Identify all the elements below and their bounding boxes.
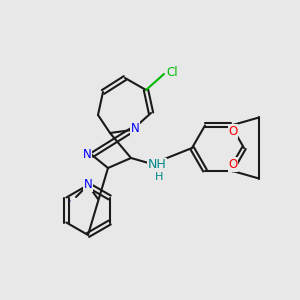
Text: O: O	[228, 125, 238, 138]
Text: N: N	[84, 178, 92, 191]
Text: N: N	[130, 122, 140, 134]
Text: N: N	[82, 148, 91, 161]
Text: N: N	[68, 200, 69, 201]
Text: N: N	[84, 178, 92, 191]
Text: NH: NH	[148, 158, 166, 172]
Text: H: H	[155, 172, 163, 182]
Text: O: O	[228, 158, 238, 171]
Text: N: N	[70, 200, 71, 202]
Text: N: N	[70, 200, 71, 201]
Text: Cl: Cl	[166, 65, 178, 79]
